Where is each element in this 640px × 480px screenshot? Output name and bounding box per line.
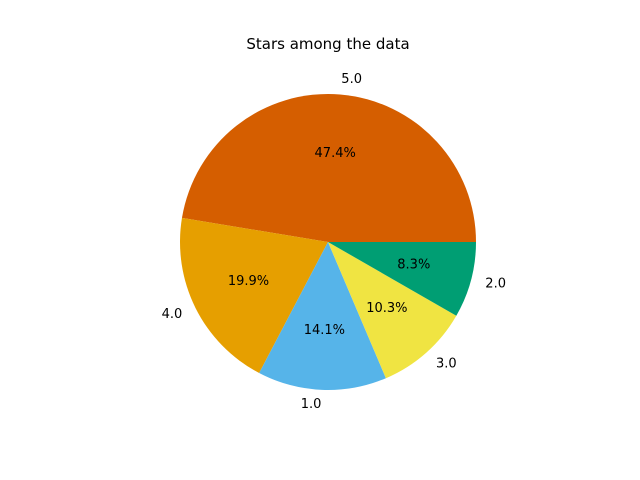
- pie-slice-4-0: [180, 217, 328, 374]
- percent-label-2-0: 8.3%: [397, 257, 430, 272]
- pie-labels: 5.0 47.4% 4.0 19.9% 1.0 14.1% 3.0 10.3% 2.0 8.3%: [162, 72, 506, 412]
- percent-label-5-0: 47.4%: [315, 146, 356, 161]
- percent-label-4-0: 19.9%: [228, 274, 269, 289]
- pie-slice-3-0: [328, 242, 457, 379]
- chart-title: Stars among the data: [246, 35, 409, 53]
- pie-slice-5-0: [181, 93, 477, 243]
- percent-label-1-0: 14.1%: [304, 323, 345, 338]
- slice-label-5-0: 5.0: [341, 72, 362, 87]
- slice-label-4-0: 4.0: [162, 307, 183, 322]
- slice-label-3-0: 3.0: [436, 356, 457, 371]
- pie-slice-2-0: [328, 242, 476, 316]
- slice-label-1-0: 1.0: [301, 397, 322, 412]
- percent-label-3-0: 10.3%: [366, 301, 407, 316]
- pie-slice-1-0: [259, 242, 386, 390]
- pie-slices: [180, 93, 477, 390]
- slice-label-2-0: 2.0: [485, 277, 506, 292]
